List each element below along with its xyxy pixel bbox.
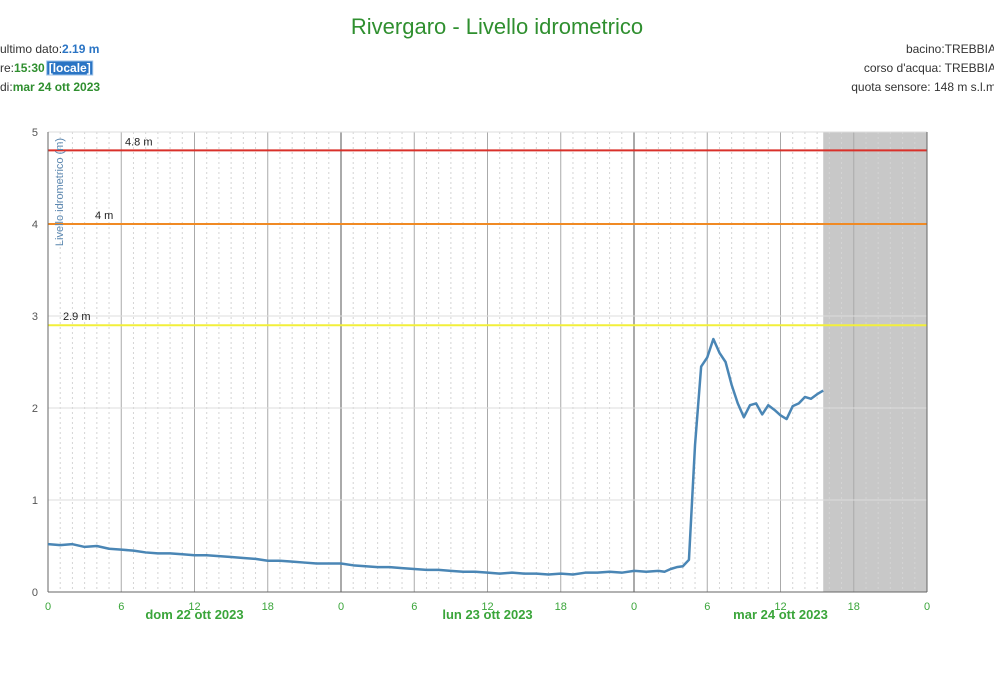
info-line: di:mar 24 ott 2023 bbox=[0, 80, 100, 94]
x-tick-label: 12 bbox=[774, 601, 786, 613]
y-tick-label: 5 bbox=[32, 127, 38, 139]
x-tick-label: 12 bbox=[481, 601, 493, 613]
threshold-label: 4.8 m bbox=[125, 136, 153, 148]
x-tick-label: 18 bbox=[555, 601, 567, 613]
info-blue: 2.19 m bbox=[62, 42, 99, 56]
threshold-label: 2.9 m bbox=[63, 311, 91, 323]
threshold-label: 4 m bbox=[95, 210, 113, 222]
y-tick-label: 1 bbox=[32, 495, 38, 507]
data-line bbox=[47, 337, 824, 576]
info-right: corso d'acqua: TREBBIA bbox=[864, 61, 994, 75]
day-label: lun 23 ott 2023 bbox=[442, 607, 532, 622]
info-badge: [locale] bbox=[49, 61, 91, 75]
x-tick-label: 6 bbox=[704, 601, 710, 613]
x-tick-label: 6 bbox=[118, 601, 124, 613]
info-green: 15:30 bbox=[14, 61, 45, 75]
y-tick-label: 3 bbox=[32, 311, 38, 323]
info-right: quota sensore: 148 m s.l.m bbox=[851, 80, 994, 94]
day-label: dom 22 ott 2023 bbox=[145, 607, 243, 622]
y-tick-label: 0 bbox=[32, 587, 38, 599]
x-tick-label: 18 bbox=[262, 601, 274, 613]
x-tick-label: 0 bbox=[45, 601, 51, 613]
info-plain: di: bbox=[0, 80, 13, 94]
day-label: mar 24 ott 2023 bbox=[733, 607, 828, 622]
badge-bg bbox=[46, 60, 94, 76]
x-tick-label: 6 bbox=[411, 601, 417, 613]
info-right: bacino:TREBBIA bbox=[906, 42, 994, 56]
info-green: mar 24 ott 2023 bbox=[13, 80, 101, 94]
y-axis-label: Livello idrometrico (m) bbox=[54, 138, 66, 246]
y-tick-label: 2 bbox=[32, 403, 38, 415]
x-tick-label: 0 bbox=[338, 601, 344, 613]
y-tick-label: 4 bbox=[32, 219, 38, 231]
x-tick-label: 0 bbox=[924, 601, 930, 613]
info-line: re:15:30 [locale] bbox=[0, 61, 91, 75]
x-tick-label: 0 bbox=[631, 601, 637, 613]
future-shade bbox=[823, 132, 927, 592]
info-plain: ultimo dato: bbox=[0, 42, 62, 56]
chart-title: Rivergaro - Livello idrometrico bbox=[351, 14, 643, 39]
info-line: ultimo dato:2.19 m bbox=[0, 42, 99, 56]
x-tick-label: 18 bbox=[848, 601, 860, 613]
x-tick-label: 12 bbox=[188, 601, 200, 613]
info-plain: re: bbox=[0, 61, 14, 75]
